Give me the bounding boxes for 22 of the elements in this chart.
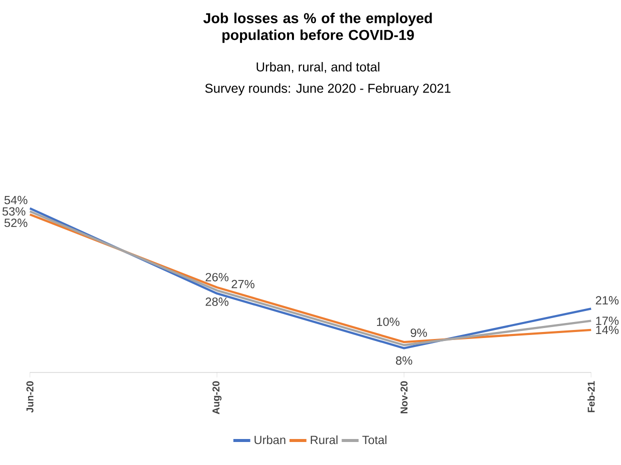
data-label: 53%	[2, 207, 26, 216]
data-label: 10%	[377, 318, 400, 326]
chart-subtitle: Urban, rural, and total	[256, 62, 380, 74]
x-tick-label: Aug-20	[212, 381, 222, 414]
data-label: 17%	[596, 316, 619, 326]
data-label: 21%	[596, 296, 619, 305]
data-label: 8%	[396, 356, 412, 365]
data-label: 27%	[232, 280, 254, 288]
x-tick-label: Feb-21	[587, 381, 595, 412]
data-label: 54%	[4, 196, 28, 204]
legend-label: Rural	[310, 436, 338, 444]
legend-label: Urban	[254, 436, 286, 444]
data-label: 9%	[410, 328, 427, 338]
data-label: 52%	[4, 218, 28, 228]
x-tick-label: Nov-20	[400, 381, 408, 414]
data-label: 26%	[206, 273, 228, 282]
x-tick-label: Jun-20	[26, 381, 34, 413]
text: Survey rounds: June 2020 - February 2021	[205, 83, 450, 96]
data-label: 14%	[596, 326, 619, 334]
data-label: 28%	[206, 298, 228, 306]
chart-title: Job losses as % of the employed population before COVID-19	[203, 12, 432, 43]
legend-label: Total	[362, 436, 386, 444]
